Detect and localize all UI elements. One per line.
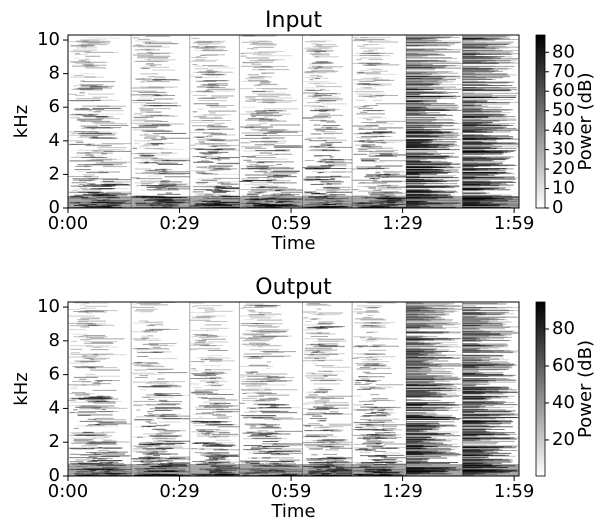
colorbar-tick-label: 80 [552,318,575,339]
colorbar-tick-label: 20 [552,158,575,179]
colorbar-tick-label: 40 [552,119,575,140]
colorbar [535,301,546,477]
x-tick-label: 0:29 [159,481,199,502]
chart-title: Output [255,275,332,300]
y-tick-label: 6 [49,96,60,117]
low-band [239,464,303,476]
colorbar-tick-label: 80 [552,41,575,62]
x-tick-label: 0:59 [271,481,311,502]
chart-title: Input [265,8,322,33]
spectrogram-texture [67,301,519,477]
y-tick-label: 2 [49,163,60,184]
y-tick-label: 4 [49,397,60,418]
colorbar-tick-label: 70 [552,61,575,82]
x-tick-label: 1:29 [382,481,422,502]
y-tick-label: 0 [49,465,60,486]
y-tick-label: 10 [37,29,60,50]
low-band [131,464,190,476]
colorbar-tick-label: 0 [552,197,563,218]
colorbar-tick-label: 50 [552,100,575,121]
colorbar-tick-label: 40 [552,392,575,413]
colorbar-label: Power (dB) [575,73,596,171]
x-axis-label: Time [270,233,315,254]
colorbar-tick-label: 60 [552,355,575,376]
x-tick-label: 1:59 [494,213,534,234]
x-tick-label: 0:59 [271,213,311,234]
y-tick-label: 6 [49,364,60,385]
low-band [462,464,519,476]
y-tick-label: 4 [49,130,60,151]
x-axis-label: Time [270,501,315,521]
x-tick-label: 0:29 [159,213,199,234]
plot-background [68,35,519,208]
y-axis-label: kHz [11,372,32,405]
spectrogram-texture [67,34,519,209]
x-tick-label: 0:00 [48,481,88,502]
colorbar [535,34,546,209]
low-band [302,196,353,208]
low-band [239,196,303,208]
y-tick-label: 2 [49,431,60,452]
colorbar-tick-label: 20 [552,429,575,450]
plot-frame [67,34,520,209]
plot-background [68,302,519,476]
low-band [406,464,463,476]
colorbar-tick-label: 10 [552,178,575,199]
low-band [406,196,463,208]
low-band [189,196,240,208]
low-band [302,464,353,476]
low-band [462,196,519,208]
x-tick-label: 1:29 [382,213,422,234]
y-tick-label: 8 [49,63,60,84]
colorbar-tick-label: 60 [552,80,575,101]
y-tick-label: 8 [49,330,60,351]
low-band [68,196,132,208]
low-band [131,196,190,208]
low-band [68,464,132,476]
y-tick-label: 10 [37,296,60,317]
low-band [352,196,407,208]
y-axis-label: kHz [11,105,32,138]
x-tick-label: 0:00 [48,213,88,234]
plot-frame [67,301,520,477]
y-tick-label: 0 [49,197,60,218]
low-band [352,464,407,476]
low-band [189,464,240,476]
x-tick-label: 1:59 [494,481,534,502]
colorbar-tick-label: 30 [552,139,575,160]
colorbar-label: Power (dB) [575,340,596,438]
